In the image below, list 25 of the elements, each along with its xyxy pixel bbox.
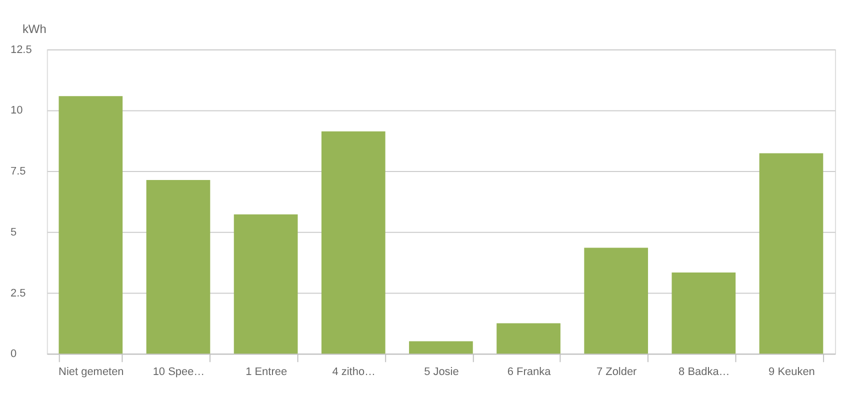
x-tick-label: 4 zitho… — [332, 366, 376, 378]
x-tick-label: 6 Franka — [507, 366, 552, 378]
y-tick-label: 5 — [10, 226, 17, 238]
y-tick-label: 10 — [10, 104, 23, 117]
bar — [321, 131, 386, 354]
bar — [234, 214, 298, 354]
x-tick-label: 10 Spee… — [152, 366, 205, 378]
x-tick-label: Niet gemeten — [58, 366, 124, 378]
x-tick-label: 9 Keuken — [768, 366, 815, 378]
y-tick-label: 12.5 — [10, 44, 32, 56]
bar — [58, 96, 123, 354]
bar — [146, 180, 210, 354]
bar — [759, 153, 824, 354]
x-tick-label: 5 Josie — [424, 366, 459, 378]
y-axis-title: kWh — [22, 22, 46, 36]
bar — [409, 341, 473, 354]
y-tick-label: 7.5 — [10, 166, 26, 178]
bar — [496, 323, 560, 354]
y-tick-label: 0 — [10, 348, 17, 360]
x-tick-label: 1 Entree — [246, 366, 288, 378]
bar — [584, 248, 648, 354]
x-tick-label: 7 Zolder — [596, 366, 638, 378]
x-tick-label: 8 Badka… — [678, 366, 730, 378]
bar — [672, 272, 736, 354]
y-tick-label: 2.5 — [10, 287, 26, 300]
